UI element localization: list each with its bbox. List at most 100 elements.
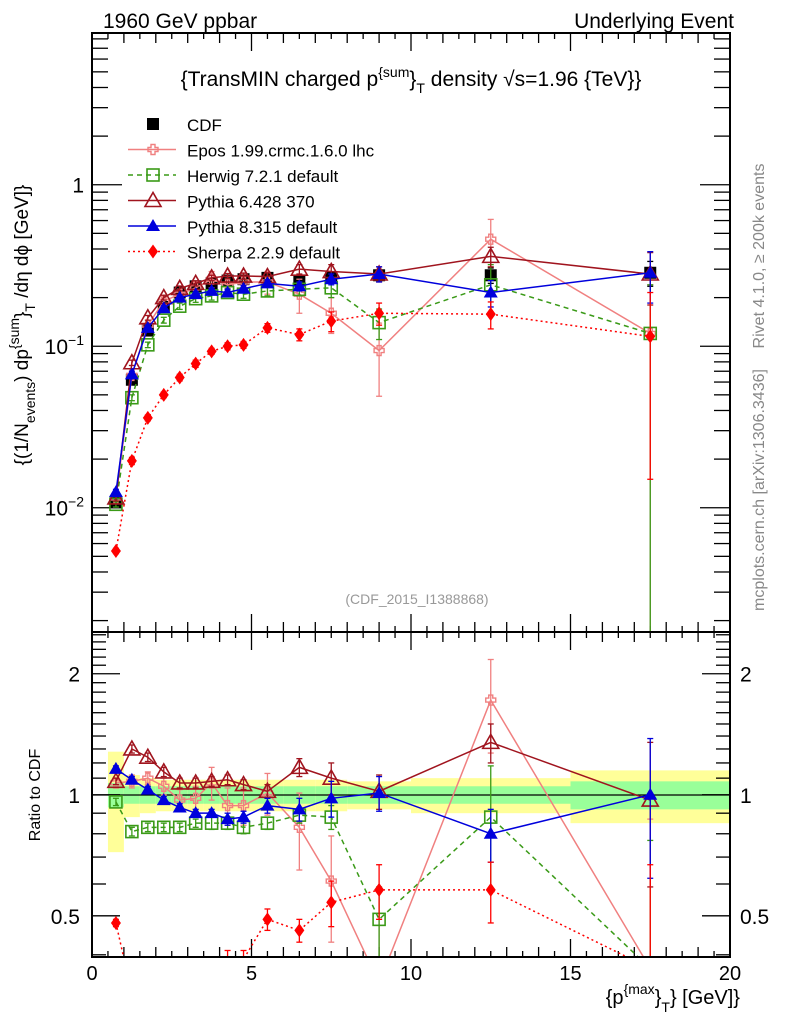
ratio-point xyxy=(106,771,126,789)
ratio-point xyxy=(236,810,251,823)
ratio-point xyxy=(260,798,275,811)
ratio-point xyxy=(141,820,155,835)
ratio-y-tick-label-right: 2 xyxy=(740,664,752,687)
x-tick-label: 10 xyxy=(400,963,422,985)
main-point xyxy=(126,453,137,468)
main-point xyxy=(373,344,385,357)
ratio-point xyxy=(289,757,309,775)
ratio-point xyxy=(485,882,496,897)
ratio-y-tick-label-left: 2 xyxy=(68,664,80,687)
ratio-point xyxy=(262,912,273,927)
ratio-point xyxy=(325,875,337,887)
ratio-series-sherpa-2-2-9-default xyxy=(110,861,654,958)
ratio-series-pythia-6-428-370 xyxy=(106,723,660,888)
ratio-point xyxy=(292,802,307,815)
legend-marker xyxy=(143,190,163,208)
ratio-point xyxy=(293,821,306,834)
main-point xyxy=(294,327,305,342)
ratio-frame xyxy=(91,631,731,958)
ratio-point xyxy=(202,771,222,789)
main-series-pythia-8-315-default xyxy=(108,251,658,498)
main-point xyxy=(643,265,658,278)
main-series-herwig-7-2-1-default xyxy=(109,263,658,633)
ratio-ylabel: Ratio to CDF xyxy=(27,749,44,842)
header-left-label: 1960 GeV ppbar xyxy=(103,10,257,33)
ratio-point xyxy=(124,772,139,785)
main-point xyxy=(485,307,496,322)
legend-marker xyxy=(146,168,160,182)
main-point xyxy=(289,259,309,276)
main-point xyxy=(236,281,251,294)
ratio-point xyxy=(372,786,387,799)
rivet-version-label: Rivet 4.1.0, ≥ 200k events xyxy=(751,164,768,349)
y-tick-label: 1 xyxy=(72,175,84,198)
analysis-label: (CDF_2015_I1388868) xyxy=(345,591,488,607)
main-point xyxy=(481,246,501,264)
legend-item-pythia-6-428-370: Pythia 6.428 370 xyxy=(128,190,315,212)
ratio-point xyxy=(172,820,187,835)
ratio-panel: 0 5 10 15 20 0.5 0.5 1 1 2 2 Ratio to CDF {p{max}T… xyxy=(27,631,769,1015)
legend-item-sherpa-2-2-9-default: Sherpa 2.2.9 default xyxy=(128,244,340,263)
ratio-point xyxy=(260,816,275,830)
ratio-point xyxy=(158,780,170,792)
ratio-point xyxy=(204,806,219,819)
legend-item-herwig-7-2-1-default: Herwig 7.2.1 default xyxy=(128,167,338,186)
main-point xyxy=(238,337,249,352)
main-point xyxy=(204,283,219,296)
legend-label: Pythia 6.428 370 xyxy=(187,193,315,212)
y-tick-label: 10−2 xyxy=(45,494,85,521)
ratio-point xyxy=(481,732,501,750)
ratio-point xyxy=(170,773,190,790)
main-point xyxy=(188,287,203,300)
ratio-point xyxy=(483,826,498,839)
ratio-y-tick-label-right: 0.5 xyxy=(740,906,769,929)
main-axis-ticks: 10−2 10−1 1 xyxy=(45,33,731,632)
main-point xyxy=(260,276,275,289)
ratio-point xyxy=(237,799,250,812)
ratio-point xyxy=(188,806,203,819)
legend-label: CDF xyxy=(187,116,222,135)
legend-marker xyxy=(147,143,159,156)
main-point xyxy=(372,267,387,280)
legend: CDF Epos 1.99.crmc.1.6.0 lhc Herwig 7.2.1 … xyxy=(128,116,375,263)
ratio-point xyxy=(172,800,187,813)
ratio-point xyxy=(154,762,174,779)
ratio-point xyxy=(374,882,385,897)
legend-item-epos-1-99-crmc-1-6-0-lhc: Epos 1.99.crmc.1.6.0 lhc xyxy=(128,142,375,161)
main-point xyxy=(140,320,155,333)
ratio-point xyxy=(156,820,171,835)
main-point xyxy=(124,367,139,380)
main-point xyxy=(206,344,217,359)
main-point xyxy=(190,356,201,371)
ratio-point xyxy=(142,772,154,784)
header-right-label: Underlying Event xyxy=(574,10,734,33)
ratio-point xyxy=(218,770,237,787)
legend-label: Sherpa 2.2.9 default xyxy=(187,244,340,263)
ratio-point xyxy=(643,787,658,800)
main-point xyxy=(142,410,153,425)
ratio-point xyxy=(140,782,155,795)
ratio-point xyxy=(324,791,339,804)
ratio-point xyxy=(109,795,123,809)
main-point xyxy=(292,279,307,292)
ratio-point xyxy=(221,799,234,812)
main-point xyxy=(172,290,187,303)
ratio-point xyxy=(326,895,337,910)
legend-item-pythia-8-315-default: Pythia 8.315 default xyxy=(128,218,338,237)
main-series-pythia-6-428-370 xyxy=(106,246,660,505)
legend-marker xyxy=(147,118,159,130)
x-axis-label: {p{max}T} [GeV]} xyxy=(606,981,741,1015)
main-point xyxy=(374,306,385,321)
ratio-point xyxy=(110,915,121,930)
legend-marker xyxy=(146,219,160,231)
main-point xyxy=(326,314,337,329)
legend-item-cdf: CDF xyxy=(147,116,222,135)
main-point xyxy=(125,390,139,405)
main-point xyxy=(174,370,185,385)
ratio-y-tick-label-left: 0.5 xyxy=(51,906,80,929)
ratio-point xyxy=(138,747,158,765)
legend-label: Pythia 8.315 default xyxy=(187,218,338,237)
main-point xyxy=(293,288,306,300)
ratio-point xyxy=(122,739,142,756)
